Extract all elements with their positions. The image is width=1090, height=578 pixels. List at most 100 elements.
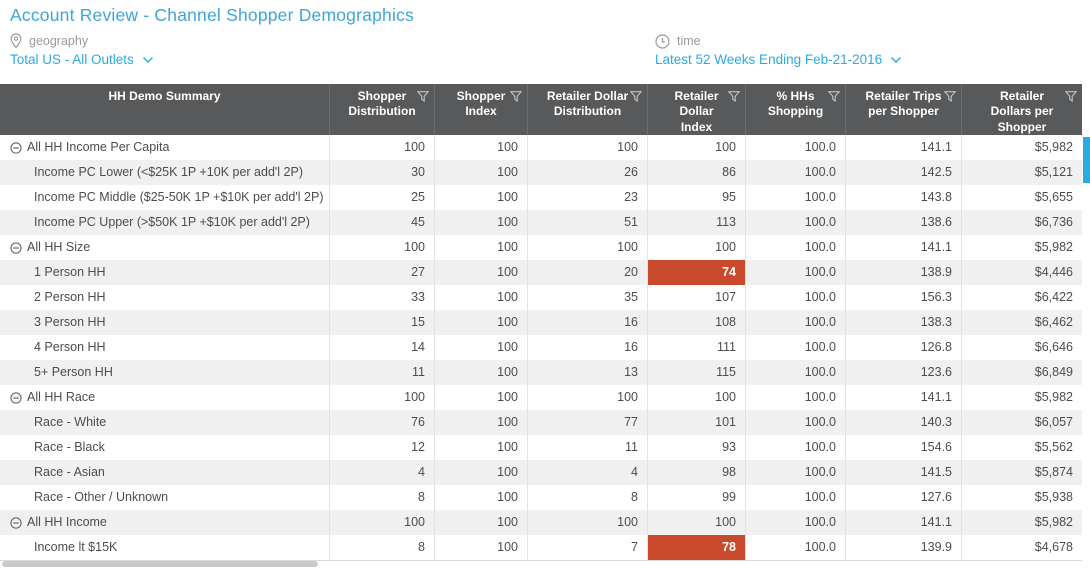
cell-retailer_dollars_per_shopper: $5,874 — [1034, 465, 1073, 479]
cell-pct_hhs_shopping: 100.0 — [746, 210, 846, 235]
group-row[interactable]: All HH Size 100 100 100 100 100.0 141.1 $5,982 — [0, 235, 1082, 260]
column-header-retailer_dollar_index[interactable]: Retailer Dollar Index — [648, 84, 746, 136]
cell-shopper_index: 100 — [435, 485, 528, 510]
filter-funnel-icon[interactable] — [943, 91, 957, 102]
column-header-shopper_distribution[interactable]: Shopper Distribution — [330, 84, 435, 136]
cell-retailer_trips_per_shopper: 139.9 — [846, 535, 962, 560]
cell-retailer_trips_per_shopper: 127.6 — [846, 485, 962, 510]
cell-retailer_dollars_per_shopper: $5,982 — [1034, 140, 1073, 154]
time-selector[interactable]: Latest 52 Weeks Ending Feb-21-2016 — [655, 52, 902, 67]
table-row[interactable]: Race - Other / Unknown 8 100 8 99 100.0 127.6 $… — [0, 485, 1082, 510]
horizontal-scrollbar-thumb[interactable] — [2, 561, 318, 567]
vertical-scrollbar-track[interactable] — [1083, 84, 1090, 560]
filter-funnel-icon[interactable] — [629, 91, 643, 102]
cell-retailer_trips_per_shopper: 138.6 — [846, 210, 962, 235]
row-label: Race - White — [34, 415, 107, 429]
column-header-shopper_index[interactable]: Shopper Index — [435, 84, 528, 136]
row-label-cell: 3 Person HH — [0, 310, 330, 335]
table-row[interactable]: Income PC Middle ($25-50K 1P +$10K per a… — [0, 185, 1082, 210]
cell-shopper_distribution: 100 — [330, 385, 435, 410]
filter-funnel-icon[interactable] — [1064, 91, 1078, 102]
table-row[interactable]: Race - White 76 100 77 101 100.0 140.3 $6,057 — [0, 410, 1082, 435]
cell-shopper_distribution: 100 — [330, 510, 435, 535]
column-header-retailer_dollars_per_shopper[interactable]: Retailer Dollars per Shopper — [962, 84, 1082, 135]
collapse-minus-icon[interactable] — [10, 241, 22, 254]
group-row[interactable]: All HH Race 100 100 100 100 100.0 141.1 $5,982 — [0, 385, 1082, 410]
cell-shopper_distribution: 33 — [330, 285, 435, 310]
table-row[interactable]: Income PC Lower (<$25K 1P +10K per add'l… — [0, 160, 1082, 185]
time-value: Latest 52 Weeks Ending Feb-21-2016 — [655, 52, 883, 67]
cell-shopper_distribution: 12 — [330, 435, 435, 460]
column-header-pct_hhs_shopping[interactable]: % HHs Shopping — [746, 84, 846, 136]
row-label-cell: Race - Other / Unknown — [0, 485, 330, 510]
row-label: Income lt $15K — [34, 540, 118, 554]
cell-shopper_index: 100 — [435, 185, 528, 210]
vertical-scrollbar-thumb[interactable] — [1083, 137, 1090, 183]
cell-retailer_dollar_index: 74 — [648, 260, 746, 285]
cell-shopper_index: 100 — [435, 435, 528, 460]
cell-retailer_dollar_index: 111 — [648, 335, 746, 360]
collapse-minus-icon[interactable] — [10, 516, 22, 529]
geography-selector[interactable]: Total US - All Outlets — [10, 52, 154, 67]
group-row[interactable]: All HH Income 100 100 100 100 100.0 141.1 $5,98… — [0, 510, 1082, 535]
cell-retailer_dollar_distribution: 20 — [528, 260, 648, 285]
filter-funnel-icon[interactable] — [416, 91, 430, 102]
cell-pct_hhs_shopping: 100.0 — [746, 385, 846, 410]
chevron-down-icon — [890, 56, 902, 64]
row-label: All HH Income — [27, 515, 107, 529]
row-label: All HH Race — [27, 390, 96, 404]
cell-retailer_dollars_per_shopper: $5,562 — [1034, 440, 1073, 454]
collapse-minus-icon[interactable] — [10, 391, 22, 404]
cell-retailer_dollars_per_shopper: $6,057 — [1034, 415, 1073, 429]
table-row[interactable]: 2 Person HH 33 100 35 107 100.0 156.3 $6,422 — [0, 285, 1082, 310]
filter-funnel-icon[interactable] — [509, 91, 523, 102]
cell-retailer_trips_per_shopper: 141.1 — [846, 135, 962, 160]
row-label: 2 Person HH — [34, 290, 106, 304]
cell-retailer_trips_per_shopper: 141.1 — [846, 235, 962, 260]
row-label-cell: All HH Income Per Capita — [0, 135, 330, 160]
group-row[interactable]: All HH Income Per Capita 100 100 100 100 100.… — [0, 135, 1082, 160]
row-label: All HH Size — [27, 240, 91, 254]
filter-funnel-icon[interactable] — [827, 91, 841, 102]
cell-retailer_dollar_distribution: 51 — [528, 210, 648, 235]
cell-shopper_distribution: 15 — [330, 310, 435, 335]
cell-retailer_dollar_distribution: 13 — [528, 360, 648, 385]
column-header-retailer_trips_per_shopper[interactable]: Retailer Trips per Shopper — [846, 84, 962, 136]
column-header-label: Shopper Index — [456, 89, 506, 119]
table-row[interactable]: Race - Asian 4 100 4 98 100.0 141.5 $5,874 — [0, 460, 1082, 485]
table-row[interactable]: Income PC Upper (>$50K 1P +$10K per add'… — [0, 210, 1082, 235]
cell-shopper_index: 100 — [435, 510, 528, 535]
cell-retailer_trips_per_shopper: 140.3 — [846, 410, 962, 435]
cell-pct_hhs_shopping: 100.0 — [746, 535, 846, 560]
cell-pct_hhs_shopping: 100.0 — [746, 510, 846, 535]
cell-retailer_dollars_per_shopper: $6,646 — [1034, 340, 1073, 354]
row-label-cell: Income lt $15K — [0, 535, 330, 560]
cell-retailer_dollar_distribution: 8 — [528, 485, 648, 510]
filter-funnel-icon[interactable] — [727, 91, 741, 102]
cell-retailer_dollar_index: 86 — [648, 160, 746, 185]
table-row[interactable]: 1 Person HH 27 100 20 74 100.0 138.9 $4,446 — [0, 260, 1082, 285]
cell-pct_hhs_shopping: 100.0 — [746, 160, 846, 185]
table-row[interactable]: 3 Person HH 15 100 16 108 100.0 138.3 $6,462 — [0, 310, 1082, 335]
cell-shopper_distribution: 76 — [330, 410, 435, 435]
cell-retailer_dollar_index: 101 — [648, 410, 746, 435]
cell-pct_hhs_shopping: 100.0 — [746, 435, 846, 460]
column-header-hh_demo_summary[interactable]: HH Demo Summary — [0, 84, 330, 136]
table-row[interactable]: Income lt $15K 8 100 7 78 100.0 139.9 $4,678 — [0, 535, 1082, 560]
column-header-retailer_dollar_distribution[interactable]: Retailer Dollar Distribution — [528, 84, 648, 136]
cell-retailer_dollar_distribution: 23 — [528, 185, 648, 210]
collapse-minus-icon[interactable] — [10, 141, 22, 154]
geography-value: Total US - All Outlets — [10, 52, 134, 67]
cell-shopper_distribution: 4 — [330, 460, 435, 485]
cell-retailer_dollar_index: 107 — [648, 285, 746, 310]
cell-retailer_trips_per_shopper: 142.5 — [846, 160, 962, 185]
cell-retailer_dollars_per_shopper: $5,982 — [1034, 515, 1073, 529]
cell-retailer_dollar_distribution: 7 — [528, 535, 648, 560]
table-row[interactable]: 5+ Person HH 11 100 13 115 100.0 123.6 $6,849 — [0, 360, 1082, 385]
row-label-cell: Race - Black — [0, 435, 330, 460]
table-row[interactable]: 4 Person HH 14 100 16 111 100.0 126.8 $6,646 — [0, 335, 1082, 360]
column-header-label: Retailer Dollar Distribution — [546, 89, 629, 119]
cell-pct_hhs_shopping: 100.0 — [746, 235, 846, 260]
table-row[interactable]: Race - Black 12 100 11 93 100.0 154.6 $5,562 — [0, 435, 1082, 460]
column-header-label: Retailer Dollar Index — [674, 89, 719, 134]
